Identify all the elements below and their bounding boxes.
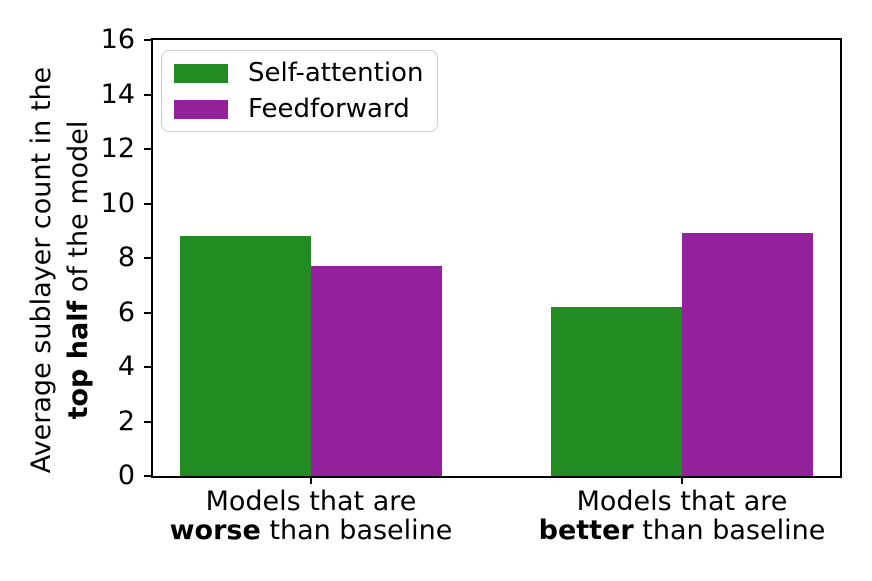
legend-swatch-self-attention-icon <box>174 63 228 83</box>
y-tick-mark-4 <box>144 366 151 368</box>
y-tick-mark-2 <box>144 420 151 423</box>
y-tick-label-0: 0 <box>117 460 135 491</box>
y-tick-label-12: 12 <box>100 133 135 164</box>
y-tick-mark-8 <box>144 257 151 259</box>
bar-self-attention-group1 <box>180 236 311 476</box>
x-tick-label-line1: Models that are <box>576 486 788 517</box>
y-tick-label-8: 8 <box>117 242 135 273</box>
y-tick-label-10: 10 <box>100 187 135 219</box>
x-tick-label-line1: Models that are <box>205 486 417 517</box>
y-tick-mark-6 <box>144 311 151 314</box>
y-axis-label: Average sublayer count in the top half o… <box>23 30 97 510</box>
y-tick-mark-16 <box>144 39 151 41</box>
y-tick-mark-14 <box>144 93 151 96</box>
legend-swatch-feedforward-icon <box>174 99 228 119</box>
legend-label-feedforward: Feedforward <box>248 94 410 124</box>
legend: Self-attention Feedforward <box>161 50 439 132</box>
x-tick-label-line2: worse than baseline <box>169 515 453 546</box>
plot-area: Self-attention Feedforward 0 2 4 6 8 10 12 14 16… <box>101 26 842 545</box>
y-tick-label-6: 6 <box>117 296 135 328</box>
legend-label-self-attention: Self-attention <box>248 58 424 88</box>
legend-item-feedforward: Feedforward <box>174 91 423 127</box>
bar-feedforward-group2 <box>681 233 813 476</box>
x-tick-label-worse: Models that are worse than baseline <box>141 487 481 545</box>
y-axis-label-line1: Average sublayer count in the <box>26 66 57 474</box>
y-tick-mark-12 <box>144 148 151 150</box>
x-tick-label-bold-text: worse <box>169 515 261 546</box>
legend-item-self-attention: Self-attention <box>174 55 423 91</box>
bar-feedforward-group1 <box>311 266 442 476</box>
y-tick-label-14: 14 <box>100 78 135 110</box>
x-tick-label-bold-text: better <box>538 515 634 546</box>
x-tick-label-line2: better than baseline <box>538 515 826 546</box>
y-tick-label-16: 16 <box>100 24 135 55</box>
x-tick-label-better: Models that are better than baseline <box>512 487 852 545</box>
x-tick-mark-2 <box>680 476 683 484</box>
y-tick-mark-10 <box>144 202 151 205</box>
y-tick-label-4: 4 <box>117 351 135 382</box>
bar-self-attention-group2 <box>551 307 682 476</box>
y-tick-label-2: 2 <box>117 405 135 437</box>
y-tick-mark-0 <box>144 475 151 477</box>
x-tick-mark-1 <box>310 476 312 484</box>
